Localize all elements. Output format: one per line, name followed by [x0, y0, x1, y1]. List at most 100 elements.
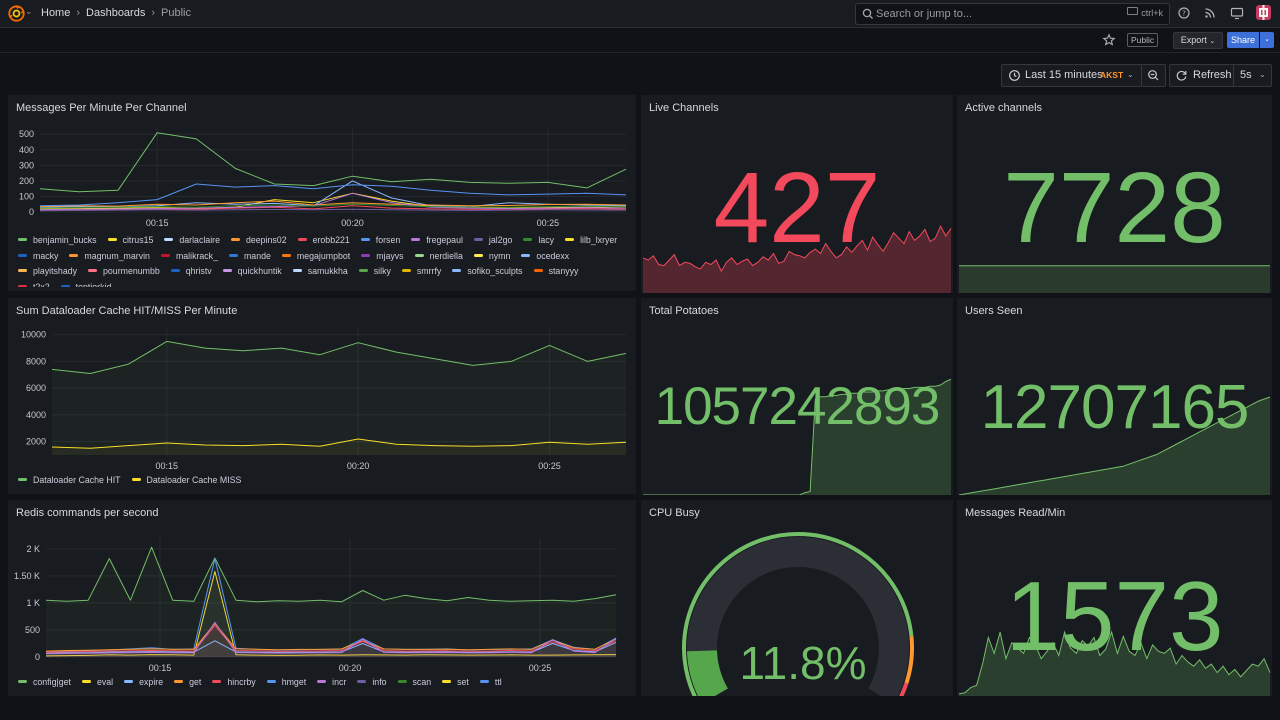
- sparkline-area: [643, 226, 951, 293]
- legend-label: silky: [373, 266, 391, 276]
- breadcrumb-home[interactable]: Home: [41, 7, 71, 19]
- y-tick-label: 1.50 K: [14, 571, 40, 581]
- legend-item[interactable]: darlaclaire: [164, 233, 220, 249]
- series-line-deepins02: [39, 200, 627, 208]
- zoom-out-icon: [1148, 70, 1159, 81]
- stat-value: 427: [713, 152, 881, 264]
- legend-label: fregepaul: [426, 235, 463, 245]
- sparkline-area: [643, 379, 951, 495]
- legend-item[interactable]: mande: [228, 249, 271, 265]
- panel-dataloader-cache[interactable]: Sum Dataloader Cache HIT/MISS Per Minute…: [8, 298, 636, 494]
- legend-label: darlaclaire: [179, 235, 220, 245]
- legend-item[interactable]: Dataloader Cache MISS: [131, 473, 241, 489]
- series-area-dataloader-cache-hit: [52, 341, 626, 455]
- legend-item[interactable]: sofiko_sculpts: [452, 264, 523, 280]
- refresh-picker[interactable]: Refresh 5s ⌄: [1169, 64, 1272, 87]
- legend-item[interactable]: magnum_marvin: [69, 249, 150, 265]
- legend-label: nymn: [488, 250, 511, 261]
- panel-title: CPU Busy: [649, 507, 700, 519]
- legend-swatch: [523, 238, 533, 241]
- star-icon[interactable]: [1102, 33, 1116, 47]
- legend-item[interactable]: ttl: [479, 675, 502, 691]
- search-input[interactable]: [874, 5, 1108, 23]
- legend-item[interactable]: eval: [82, 675, 113, 691]
- refresh-button[interactable]: Refresh: [1193, 69, 1232, 81]
- legend-item[interactable]: info: [357, 675, 387, 691]
- legend-label: ocedexx: [536, 250, 570, 261]
- sparkline-line: [958, 630, 1271, 695]
- legend-item[interactable]: silky: [358, 264, 391, 280]
- legend-label: macky: [33, 250, 59, 261]
- legend-item[interactable]: smrrfy: [401, 264, 441, 280]
- panel-users-seen[interactable]: Users Seen 12707165: [957, 298, 1272, 495]
- legend-item[interactable]: quickhuntik: [222, 264, 282, 280]
- chevron-down-icon[interactable]: ⌄: [25, 6, 33, 16]
- legend-item[interactable]: samukkha: [292, 264, 348, 280]
- monitor-icon[interactable]: [1230, 6, 1244, 20]
- messages-line-chart: 0 100 200 300 400 500 00:15 00:20 00:25: [19, 128, 627, 228]
- legend-swatch: [452, 269, 462, 272]
- grafana-logo-icon[interactable]: [8, 5, 25, 22]
- avatar[interactable]: [1256, 5, 1271, 20]
- legend-item[interactable]: hmget: [266, 675, 306, 691]
- breadcrumb-dashboards[interactable]: Dashboards: [86, 7, 146, 19]
- legend-item[interactable]: pourmenumbb: [88, 264, 160, 280]
- share-button[interactable]: Share: [1227, 32, 1259, 48]
- legend-item[interactable]: citrus15: [107, 233, 153, 249]
- legend-item[interactable]: macky: [18, 249, 58, 265]
- legend-item[interactable]: scan: [397, 675, 431, 691]
- legend-item[interactable]: incr: [317, 675, 346, 691]
- legend-item[interactable]: expire: [124, 675, 163, 691]
- legend-label: qhristv: [185, 266, 212, 276]
- legend-item[interactable]: malikrack_: [160, 249, 218, 265]
- legend-item[interactable]: deepins02: [230, 233, 287, 249]
- legend-label: erobb221: [312, 235, 350, 245]
- legend-label: incr: [332, 677, 347, 687]
- legend-item[interactable]: lilb_lxryer: [565, 233, 617, 249]
- panel-live-channels[interactable]: Live Channels 427: [641, 95, 953, 293]
- panel-total-potatoes[interactable]: Total Potatoes 1057242893: [641, 298, 953, 495]
- legend-item[interactable]: set: [442, 675, 469, 691]
- legend-item[interactable]: lacy: [523, 233, 554, 249]
- gauge-value-arc: [687, 649, 729, 696]
- legend-item[interactable]: qhristv: [170, 264, 212, 280]
- panel-messages-read-min[interactable]: Messages Read/Min 1573: [957, 500, 1272, 696]
- time-range-picker[interactable]: Last 15 minutes AKST ⌄: [1001, 64, 1142, 87]
- panel-cpu-busy[interactable]: CPU Busy 11.8%: [641, 500, 953, 696]
- panel-active-channels[interactable]: Active channels 7728: [957, 95, 1272, 293]
- legend-item[interactable]: fregepaul: [411, 233, 463, 249]
- legend-item[interactable]: stanyyy: [533, 264, 578, 280]
- legend-item[interactable]: benjamin_bucks: [18, 233, 97, 249]
- legend-item[interactable]: playitshady: [18, 264, 77, 280]
- legend-item[interactable]: nerdiella: [414, 249, 463, 265]
- panel-redis-commands[interactable]: Redis commands per second 0 500 1 K 1.50 K 2…: [8, 500, 636, 696]
- rss-icon[interactable]: [1203, 6, 1217, 20]
- legend-item[interactable]: jal2go: [473, 233, 512, 249]
- zoom-out-button[interactable]: [1141, 64, 1166, 87]
- legend-item[interactable]: forsen: [360, 233, 400, 249]
- share-dropdown-button[interactable]: ⌄: [1260, 32, 1274, 48]
- help-icon[interactable]: ?: [1177, 6, 1191, 20]
- legend-item[interactable]: toptierkid: [60, 280, 111, 287]
- legend-item[interactable]: t2x2: [18, 280, 50, 287]
- clock-icon: [1009, 70, 1020, 81]
- legend-item[interactable]: ocedexx: [521, 249, 569, 265]
- legend-swatch: [222, 269, 232, 272]
- panel-title: Redis commands per second: [16, 507, 159, 519]
- legend-item[interactable]: nymn: [473, 249, 511, 265]
- export-button[interactable]: Export ⌄: [1173, 32, 1223, 49]
- legend-item[interactable]: mjayvs: [361, 249, 404, 265]
- legend-item[interactable]: erobb221: [297, 233, 350, 249]
- legend-item[interactable]: hincrby: [212, 675, 256, 691]
- public-tag: Public: [1127, 33, 1159, 47]
- y-tick-label: 2 K: [26, 544, 40, 554]
- legend-swatch: [18, 284, 27, 287]
- refresh-interval[interactable]: 5s: [1240, 69, 1252, 81]
- panel-messages-per-minute[interactable]: Messages Per Minute Per Channel 0 100 200 3…: [8, 95, 636, 291]
- search-box[interactable]: ctrl+k: [855, 3, 1170, 25]
- legend-item[interactable]: config|get: [18, 675, 71, 691]
- legend-item[interactable]: megajumpbot: [281, 249, 350, 265]
- legend-item[interactable]: get: [174, 675, 201, 691]
- legend-label: quickhuntik: [237, 266, 282, 276]
- legend-item[interactable]: Dataloader Cache HIT: [18, 473, 121, 489]
